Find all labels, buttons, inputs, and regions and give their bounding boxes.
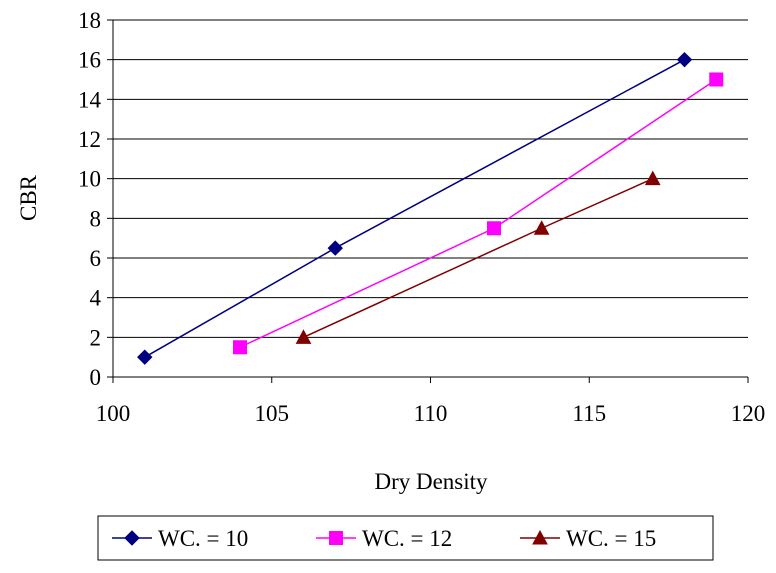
y-tick-label: 16	[78, 48, 101, 73]
x-tick-label: 105	[255, 401, 290, 426]
y-tick-label: 2	[90, 325, 102, 350]
x-axis-label: Dry Density	[374, 469, 488, 494]
legend-item: WC. = 10	[112, 526, 248, 551]
y-tick-label: 14	[78, 87, 102, 112]
data-point-triangle	[533, 220, 550, 235]
y-tick-label: 8	[90, 206, 102, 231]
series-line	[144, 59, 685, 358]
data-point-diamond	[137, 349, 153, 365]
legend-label: WC. = 12	[362, 526, 452, 551]
x-tick-label: 115	[572, 401, 606, 426]
axes	[107, 19, 749, 383]
series-2	[233, 72, 724, 355]
legend-box	[97, 515, 714, 561]
y-tick-label: 0	[90, 365, 102, 390]
y-tick-label: 10	[78, 167, 101, 192]
legend-label: WC. = 10	[158, 526, 248, 551]
y-axis-label: CBR	[16, 174, 41, 221]
legend-marker	[329, 531, 343, 545]
series-line	[239, 78, 717, 348]
series-1	[137, 51, 693, 365]
y-tick-label: 18	[78, 8, 101, 33]
data-point-triangle	[644, 170, 661, 186]
y-tick-label: 12	[78, 127, 101, 152]
data-point-diamond	[676, 51, 693, 68]
y-tick-label: 4	[90, 286, 102, 311]
data-point-square	[709, 72, 724, 87]
legend-items: WC. = 10 WC. = 12 WC. = 15	[112, 526, 656, 551]
x-tick-label: 120	[731, 401, 766, 426]
legend-marker	[124, 530, 140, 546]
series-3	[295, 170, 661, 344]
legend-label: WC. = 15	[566, 526, 656, 551]
x-tick-label: 100	[96, 401, 131, 426]
data-point-diamond	[327, 240, 343, 256]
data-point-triangle	[295, 329, 312, 344]
x-tick-labels: 100 105 110 115 120	[96, 401, 766, 426]
data-point-square	[487, 221, 501, 236]
data-point-square	[233, 340, 247, 355]
legend: WC. = 10 WC. = 12 WC. = 15	[97, 515, 714, 561]
legend-item: WC. = 12	[316, 526, 452, 551]
x-tick-label: 110	[414, 401, 448, 426]
y-tick-label: 6	[90, 246, 102, 271]
grid-lines	[113, 19, 748, 338]
legend-marker	[532, 529, 548, 545]
y-tick-labels: 0 2 4 6 8 10 12 14 16 18	[78, 8, 102, 390]
legend-item: WC. = 15	[520, 526, 656, 551]
series-group	[137, 51, 724, 365]
